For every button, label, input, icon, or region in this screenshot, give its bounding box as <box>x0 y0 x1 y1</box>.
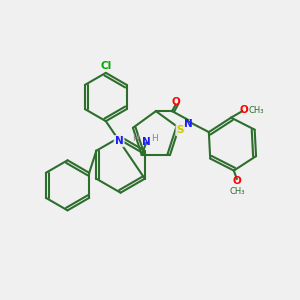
Text: CH₃: CH₃ <box>248 106 264 115</box>
Text: N: N <box>142 136 151 147</box>
Text: N: N <box>115 136 124 146</box>
Text: H: H <box>152 134 158 143</box>
Text: N: N <box>184 119 193 129</box>
Text: CH₃: CH₃ <box>229 187 244 196</box>
Text: Cl: Cl <box>100 61 112 71</box>
Text: O: O <box>171 97 180 107</box>
Text: O: O <box>240 105 249 115</box>
Text: H: H <box>132 134 139 143</box>
Text: H: H <box>178 124 185 133</box>
Text: O: O <box>232 176 241 186</box>
Text: S: S <box>177 125 184 135</box>
Text: S: S <box>177 125 184 135</box>
Text: N: N <box>115 136 124 146</box>
